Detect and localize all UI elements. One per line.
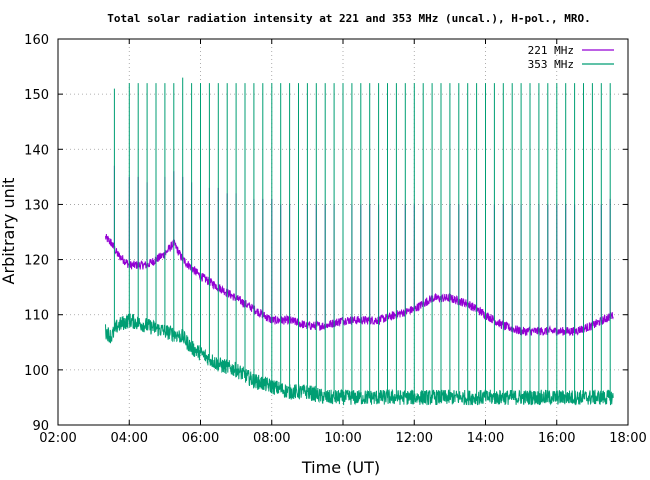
series-line-221-mhz [105,165,614,337]
axis-ticks: 90 100 110 120 130 140 150 160 02:00 04:00 06:00 08… [24,33,647,446]
x-tick-label: 04:00 [111,431,148,446]
y-tick-label: 120 [24,254,49,269]
y-tick-label: 150 [24,88,49,103]
y-tick-label: 90 [32,419,49,434]
legend: 221 MHz 353 MHz [528,44,614,71]
x-tick-label: 14:00 [467,431,504,446]
x-tick-label: 02:00 [39,431,76,446]
legend-label-221: 221 MHz [528,44,574,57]
y-tick-label: 160 [24,33,49,48]
series-line-353-mhz [105,77,614,406]
x-tick-label: 10:00 [324,431,361,446]
y-tick-label: 100 [24,364,49,379]
x-axis-label: Time (UT) [301,458,380,477]
x-tick-label: 12:00 [396,431,433,446]
x-tick-label: 08:00 [253,431,290,446]
x-tick-label: 06:00 [182,431,219,446]
y-axis-label: Arbitrary unit [0,178,18,285]
chart-title: Total solar radiation intensity at 221 a… [107,12,590,25]
y-tick-label: 130 [24,198,49,213]
y-tick-label: 140 [24,143,49,158]
y-tick-label: 110 [24,309,49,324]
x-tick-label: 18:00 [609,431,646,446]
x-tick-label: 16:00 [538,431,575,446]
legend-label-353: 353 MHz [528,58,574,71]
series-layer [105,77,614,406]
